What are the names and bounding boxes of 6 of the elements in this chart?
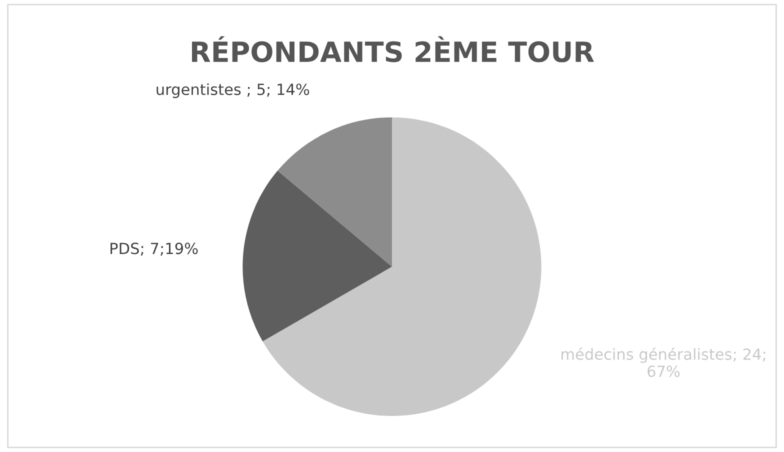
slice-label: urgentistes ; 5; 14%: [156, 83, 310, 98]
chart-title: RÉPONDANTS 2ÈME TOUR: [192, 36, 594, 62]
pie-slice: [262, 117, 542, 416]
pie-slice: [242, 170, 392, 342]
slice-label: PDS; 7;19%: [110, 242, 198, 256]
pie-slice: [278, 117, 392, 267]
